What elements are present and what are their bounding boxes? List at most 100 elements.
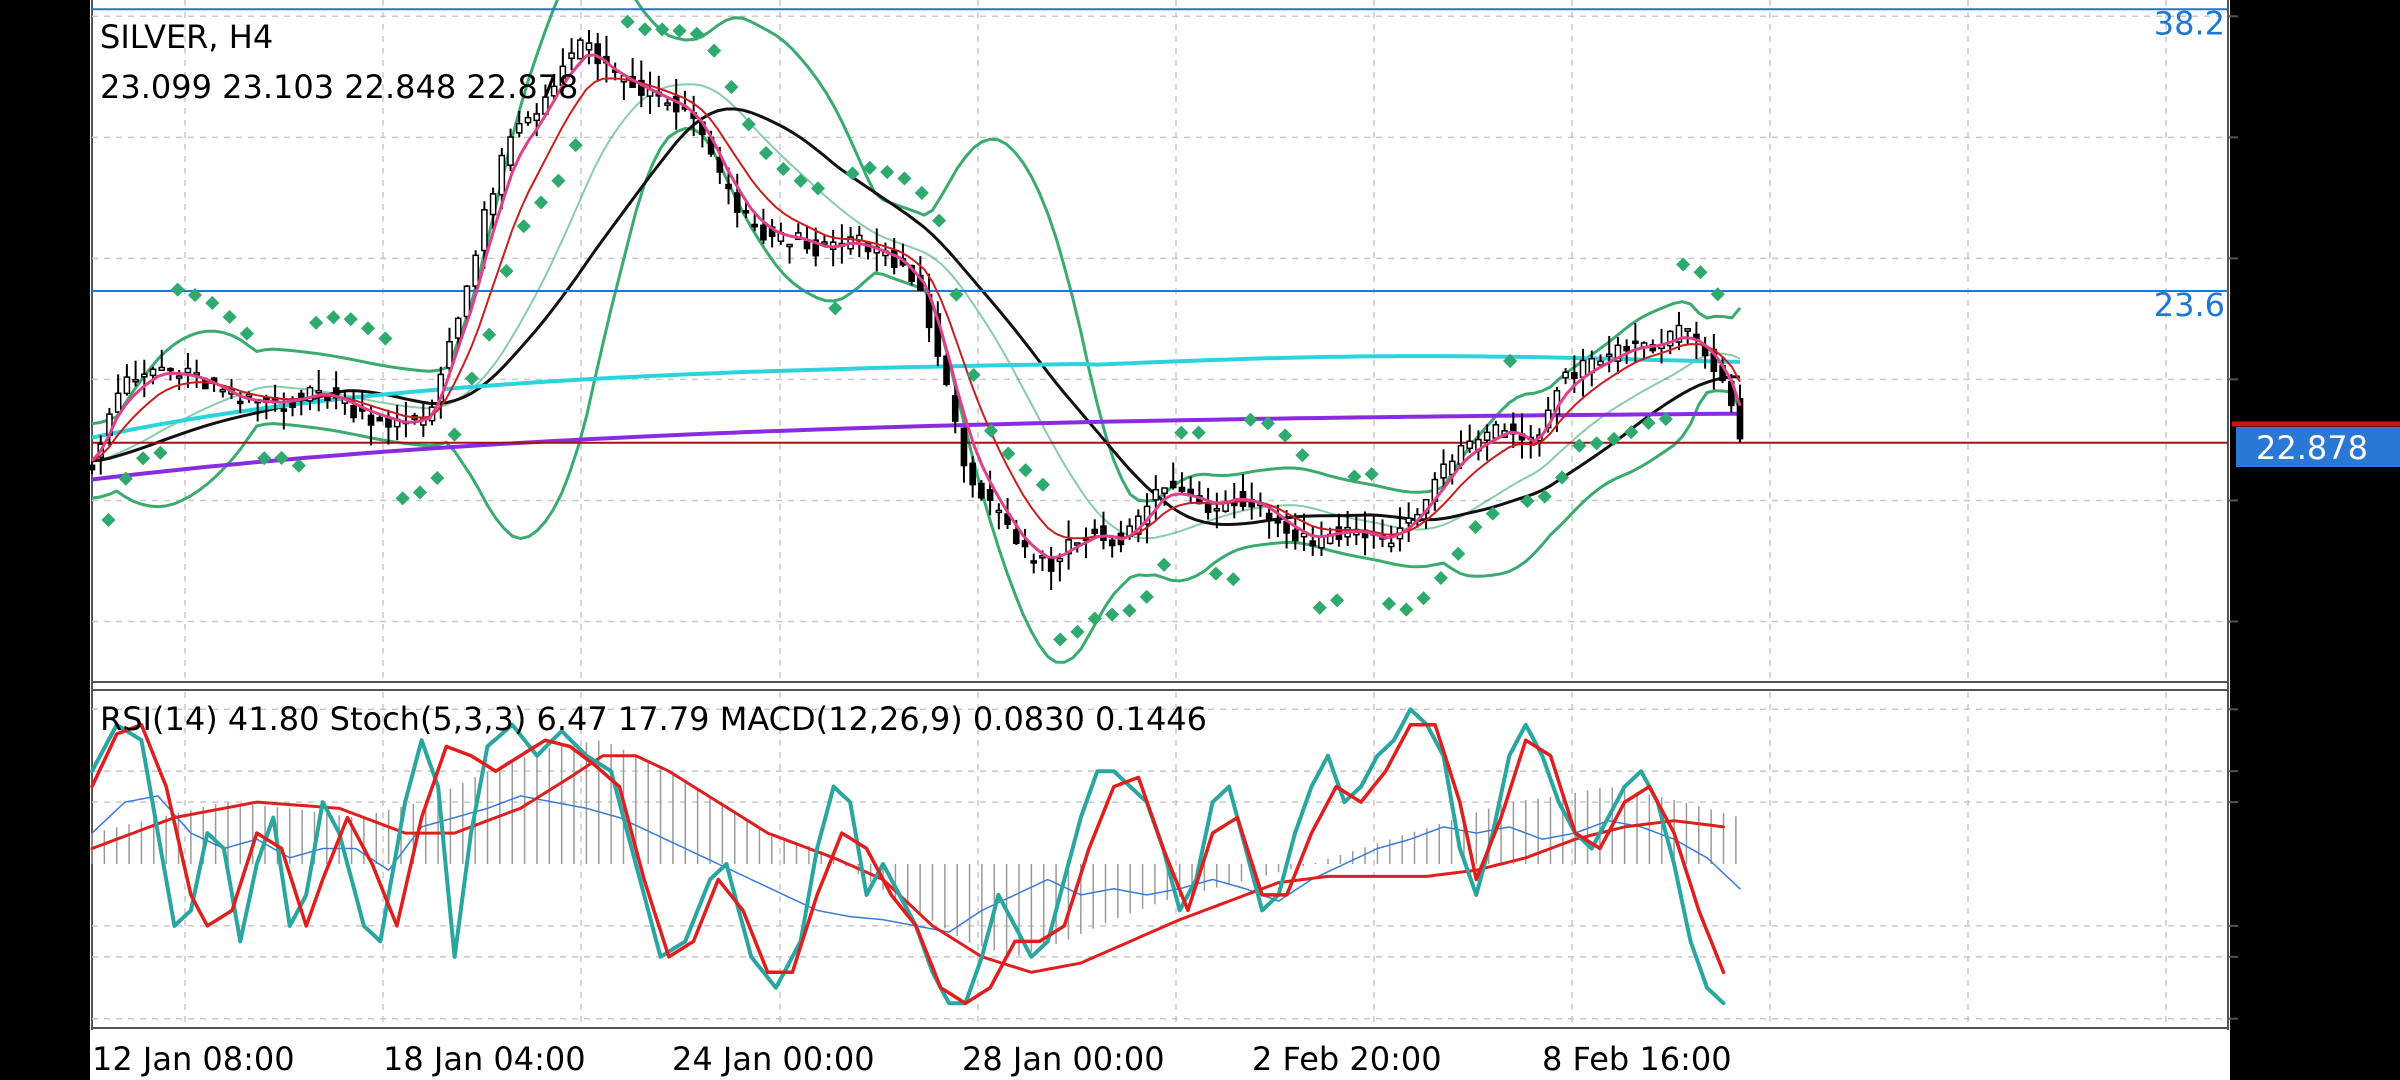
- sar-dot: [326, 310, 341, 325]
- candle-body: [524, 116, 532, 124]
- candle-body: [568, 52, 575, 60]
- sar-dot: [828, 301, 843, 316]
- sar-dot: [1226, 572, 1241, 587]
- sar-dot: [1191, 425, 1206, 440]
- candle-body: [812, 239, 820, 257]
- candle: [742, 202, 750, 218]
- sar-dot: [551, 173, 566, 188]
- bollinger-upper: [91, 0, 1742, 503]
- sar-dot: [1710, 287, 1725, 302]
- current-price-value: 22.878: [2256, 429, 2368, 467]
- price-tick-label-5: 22.110: [2248, 602, 2360, 640]
- candle-body: [1666, 330, 1674, 347]
- candle-body: [1562, 371, 1569, 379]
- sar-dot: [1156, 557, 1172, 572]
- candle-body: [550, 85, 558, 97]
- indicators-header: RSI(14) 41.80 Stoch(5,3,3) 6.47 17.79 MA…: [100, 700, 1207, 738]
- candle-body: [533, 113, 541, 122]
- sar-dot: [897, 171, 912, 186]
- candle-body: [1222, 502, 1229, 512]
- candle: [524, 111, 532, 126]
- osc-macd-signal: [90, 754, 1725, 974]
- candle: [1483, 424, 1491, 461]
- candle-body: [1571, 372, 1578, 380]
- candle: [1030, 553, 1038, 574]
- candle-body: [1579, 359, 1587, 378]
- sar-dot: [1537, 489, 1552, 504]
- panel-frames: [91, 0, 2229, 1030]
- osc-tick-label-1: 80.00: [2248, 752, 2340, 790]
- candle-body: [376, 416, 384, 422]
- sar-dot: [1554, 470, 1570, 485]
- candle-body: [515, 122, 523, 134]
- candle-body: [175, 375, 183, 379]
- ohlc-values: 23.099 23.103 22.848 22.878: [100, 68, 578, 106]
- candle-body: [1492, 424, 1500, 439]
- candle: [489, 187, 497, 229]
- candle-body: [158, 366, 166, 371]
- ema-red: [91, 77, 1741, 540]
- candle: [986, 470, 994, 516]
- candle-body: [332, 387, 340, 399]
- ma-cyan: [91, 354, 1741, 440]
- candle-body: [969, 462, 976, 486]
- sar-dot: [1399, 602, 1414, 617]
- candle: [332, 371, 340, 410]
- current-price-badge-bg: [2236, 427, 2400, 467]
- candle: [733, 173, 741, 228]
- candle-body: [716, 156, 724, 173]
- candle: [1632, 322, 1639, 363]
- bollinger-lower: [91, 126, 1742, 664]
- candle: [1405, 502, 1412, 543]
- candle-body: [454, 317, 462, 339]
- candle-body: [1161, 487, 1168, 494]
- candle-body: [733, 192, 741, 213]
- candle-body: [638, 79, 645, 96]
- candle: [1440, 449, 1447, 489]
- left-black-bar: [0, 0, 90, 1080]
- sar-dot: [118, 471, 133, 486]
- sar-dot: [447, 427, 462, 442]
- sar-dot: [1468, 519, 1483, 535]
- candle: [507, 128, 514, 172]
- price-tick-label-4: 22.630: [2248, 481, 2360, 519]
- candle-body: [1108, 539, 1116, 547]
- candle-body: [725, 183, 732, 190]
- candle: [1100, 511, 1107, 550]
- sar-dot: [793, 173, 808, 188]
- candle-body: [1047, 556, 1055, 572]
- sar-dot: [482, 327, 497, 342]
- candle-body: [132, 378, 139, 383]
- sar-dot: [655, 22, 670, 37]
- sar-dot: [1243, 412, 1258, 427]
- sar-dot: [534, 195, 549, 210]
- candle-body: [1632, 340, 1639, 345]
- sar-dot: [205, 295, 220, 311]
- candle: [960, 427, 968, 483]
- sar-dot: [707, 43, 722, 58]
- sar-dot: [464, 371, 479, 386]
- sar-dot: [1641, 415, 1656, 430]
- moving-averages: [91, 107, 1741, 527]
- candle: [978, 480, 985, 501]
- candle-body: [1405, 517, 1412, 524]
- current-price-badge: 22.878: [2232, 421, 2400, 467]
- candle: [821, 235, 828, 246]
- fib-level-label-0: 38.2: [2154, 4, 2225, 42]
- sar-dot: [1053, 632, 1068, 647]
- candle-body: [1012, 529, 1020, 545]
- candle: [1466, 424, 1473, 453]
- candle-body: [463, 285, 471, 318]
- sar-dot: [412, 485, 428, 500]
- sar-dot: [880, 164, 895, 180]
- sar-dot: [1312, 600, 1327, 615]
- candle-body: [1030, 560, 1038, 564]
- candle-body: [594, 43, 602, 65]
- sar-dot: [1278, 428, 1293, 443]
- candle-body: [141, 373, 148, 378]
- candle: [515, 110, 523, 138]
- sar-dot: [101, 512, 116, 528]
- candle-body: [88, 464, 96, 471]
- sar-dot: [1451, 546, 1466, 561]
